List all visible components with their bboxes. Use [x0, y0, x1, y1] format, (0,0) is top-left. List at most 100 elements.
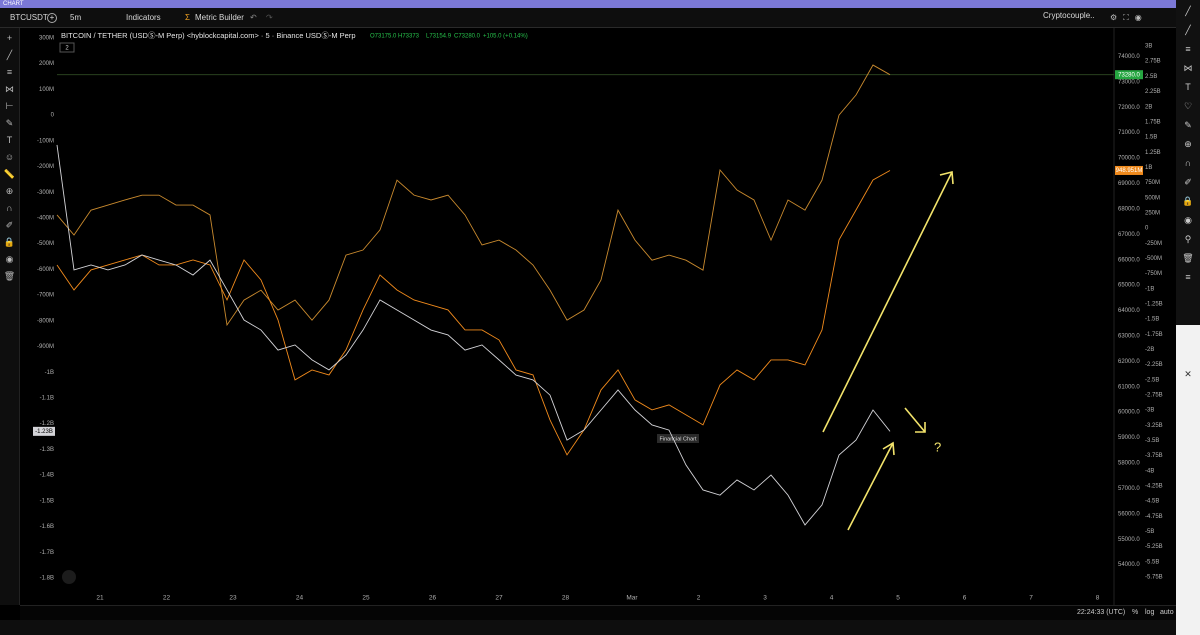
value-badge-label: -1.23B — [35, 429, 53, 435]
tool-icon[interactable]: ⊢ — [5, 101, 14, 111]
tool-icon[interactable]: ✐ — [5, 220, 14, 230]
chart-title: BITCOIN / TETHER (USDⓈ-M Perp) <hyblockc… — [61, 31, 356, 40]
y3-tick-label: -3B — [1145, 408, 1154, 414]
percent-toggle[interactable]: % — [1132, 609, 1139, 616]
add-symbol[interactable]: + — [47, 13, 57, 23]
side-icon[interactable]: ≡ — [1185, 272, 1191, 282]
y-tick-label: 300M — [39, 36, 54, 42]
tool-icon[interactable]: 🔒 — [3, 237, 16, 247]
toolbar-icons[interactable]: ⚙⛶◉ — [1110, 13, 1148, 22]
side-icon[interactable]: 🔒 — [1182, 196, 1194, 206]
tool-icon[interactable]: ⋈ — [5, 84, 14, 94]
y-tick-label: -1.7B — [40, 550, 54, 556]
tool-icon[interactable]: ◉ — [5, 254, 14, 264]
redo[interactable]: ↷ — [266, 13, 273, 22]
x-tick-label: 21 — [96, 595, 104, 602]
side-icon[interactable]: ◉ — [1184, 215, 1192, 225]
side-icon[interactable]: ≡ — [1185, 44, 1191, 54]
side-icon[interactable]: ∩ — [1184, 158, 1192, 168]
tool-icon[interactable]: 🗑 — [3, 271, 16, 281]
metric-builder[interactable]: Metric Builder — [195, 13, 244, 22]
status-bar: 22:24:33 (UTC) % log auto — [20, 605, 1176, 621]
side-icon[interactable]: ⋈ — [1183, 63, 1193, 73]
y-tick-label: 0 — [51, 113, 55, 119]
tool-icon[interactable]: ✎ — [5, 118, 14, 128]
tool-icon[interactable]: ☺ — [4, 152, 15, 162]
annotation: ? — [934, 439, 941, 454]
y-tick-label: -700M — [37, 293, 54, 299]
y3-tick-label: 2.25B — [1145, 89, 1161, 95]
tool-icon[interactable]: 📏 — [3, 169, 16, 179]
y2-tick-label: 70000.0 — [1118, 156, 1140, 162]
user-menu[interactable]: Cryptocouple.. — [1043, 11, 1095, 20]
side-icon[interactable]: T — [1185, 82, 1191, 92]
ohlc-high: H73373 — [398, 34, 420, 40]
y2-tick-label: 71000.0 — [1118, 130, 1140, 136]
tool-icon[interactable]: ⊕ — [5, 186, 14, 196]
y3-tick-label: 3B — [1145, 44, 1152, 50]
y3-tick-label: 1.5B — [1145, 135, 1157, 141]
y3-tick-label: -1.25B — [1145, 301, 1163, 307]
side-icon[interactable]: ⚲ — [1184, 234, 1192, 244]
x-tick-label: 22 — [163, 595, 171, 602]
undo[interactable]: ↶ — [250, 13, 257, 22]
tool-icon[interactable]: ╱ — [6, 50, 13, 60]
x-tick-label: 4 — [830, 595, 834, 602]
y-tick-label: -400M — [37, 216, 54, 222]
x-tick-label: 23 — [229, 595, 237, 602]
value-badge-label: 73280.0 — [1118, 72, 1140, 78]
y2-tick-label: 66000.0 — [1118, 257, 1140, 263]
y3-tick-label: 0 — [1145, 226, 1149, 232]
side-icon[interactable]: 🗑 — [1182, 253, 1194, 263]
tool-icon[interactable]: T — [6, 135, 13, 145]
badge-count[interactable]: 2 — [65, 46, 69, 52]
y3-tick-label: 750M — [1145, 180, 1160, 186]
y2-tick-label: 74000.0 — [1118, 54, 1140, 60]
interval[interactable]: 5m — [70, 13, 82, 22]
close-icon[interactable]: ✕ — [1184, 369, 1192, 379]
y3-tick-label: -3.25B — [1145, 423, 1163, 429]
side-icon[interactable]: ⊕ — [1184, 139, 1192, 149]
auto-toggle[interactable]: auto — [1160, 609, 1174, 616]
chart-background — [20, 28, 1175, 605]
y-tick-label: -800M — [37, 318, 54, 324]
y-tick-label: -1.8B — [40, 575, 54, 581]
side-icon[interactable]: ╱ — [1185, 25, 1191, 35]
indicators[interactable]: Indicators — [126, 13, 161, 22]
x-tick-label: 2 — [697, 595, 701, 602]
collapse-badge[interactable] — [59, 42, 75, 53]
symbol-search[interactable]: BTCUSDT — [10, 13, 48, 22]
y2-tick-label: 54000.0 — [1118, 562, 1140, 568]
y3-tick-label: -5.5B — [1145, 559, 1159, 565]
arrow-head — [882, 441, 895, 456]
tool-icon[interactable]: ∩ — [6, 203, 13, 213]
y-tick-label: -1B — [45, 370, 54, 376]
side-icon[interactable]: ♡ — [1183, 101, 1193, 111]
side-icon[interactable]: ✐ — [1184, 177, 1192, 187]
arrow — [904, 407, 926, 433]
log-toggle[interactable]: log — [1145, 609, 1155, 616]
tool-icon[interactable]: ≡ — [6, 67, 13, 77]
y3-tick-label: -750M — [1145, 271, 1162, 277]
y2-tick-label: 68000.0 — [1118, 206, 1140, 212]
y2-tick-label: 57000.0 — [1118, 486, 1140, 492]
y2-tick-label: 63000.0 — [1118, 333, 1140, 339]
side-icon[interactable]: ✎ — [1184, 120, 1192, 130]
y-tick-label: -1.6B — [40, 524, 54, 530]
hover-tag-box — [657, 434, 699, 443]
logo[interactable] — [62, 570, 76, 584]
y3-tick-label: 1B — [1145, 165, 1152, 171]
y2-tick-label: 64000.0 — [1118, 308, 1140, 314]
y3-tick-label: -1.75B — [1145, 332, 1163, 338]
y3-tick-label: -3.5B — [1145, 438, 1159, 444]
y-tick-label: -100M — [37, 138, 54, 144]
tool-icon[interactable]: + — [6, 33, 13, 43]
y3-tick-label: -2.5B — [1145, 377, 1159, 383]
y3-tick-label: -1B — [1145, 286, 1154, 292]
y2-tick-label: 62000.0 — [1118, 359, 1140, 365]
side-icon[interactable]: ╱ — [1185, 6, 1191, 16]
ohlc-open: O73175.0 — [370, 34, 397, 40]
y3-tick-label: -2.75B — [1145, 393, 1163, 399]
chart: BITCOIN / TETHER (USDⓈ-M Perp) <hyblockc… — [20, 28, 1175, 605]
hover-tag: Financial Chart — [660, 436, 697, 442]
